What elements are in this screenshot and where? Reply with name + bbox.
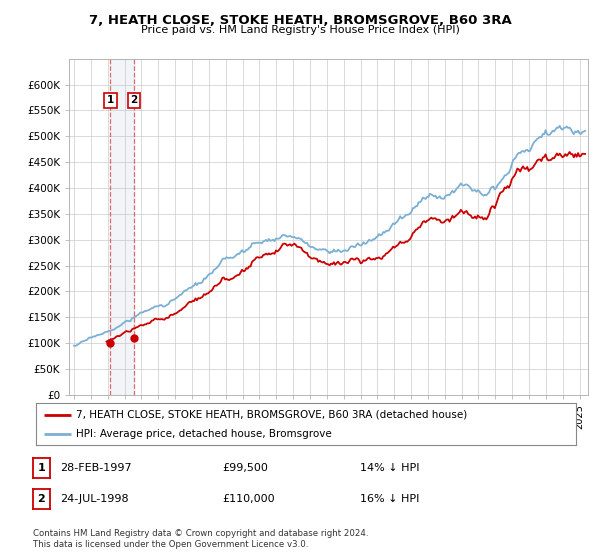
Text: 24-JUL-1998: 24-JUL-1998	[60, 494, 128, 504]
Text: 7, HEATH CLOSE, STOKE HEATH, BROMSGROVE, B60 3RA (detached house): 7, HEATH CLOSE, STOKE HEATH, BROMSGROVE,…	[77, 409, 468, 419]
Text: 2: 2	[38, 494, 45, 504]
Text: 14% ↓ HPI: 14% ↓ HPI	[360, 463, 419, 473]
Text: 7, HEATH CLOSE, STOKE HEATH, BROMSGROVE, B60 3RA: 7, HEATH CLOSE, STOKE HEATH, BROMSGROVE,…	[89, 14, 511, 27]
Text: 16% ↓ HPI: 16% ↓ HPI	[360, 494, 419, 504]
Bar	[110, 59, 134, 395]
Text: 2: 2	[130, 95, 137, 105]
Text: £110,000: £110,000	[222, 494, 275, 504]
Text: Price paid vs. HM Land Registry's House Price Index (HPI): Price paid vs. HM Land Registry's House …	[140, 25, 460, 35]
Text: £99,500: £99,500	[222, 463, 268, 473]
Text: 1: 1	[107, 95, 114, 105]
Text: 1: 1	[38, 463, 45, 473]
Text: 28-FEB-1997: 28-FEB-1997	[60, 463, 131, 473]
Text: Contains HM Land Registry data © Crown copyright and database right 2024.
This d: Contains HM Land Registry data © Crown c…	[33, 529, 368, 549]
Text: HPI: Average price, detached house, Bromsgrove: HPI: Average price, detached house, Brom…	[77, 429, 332, 439]
